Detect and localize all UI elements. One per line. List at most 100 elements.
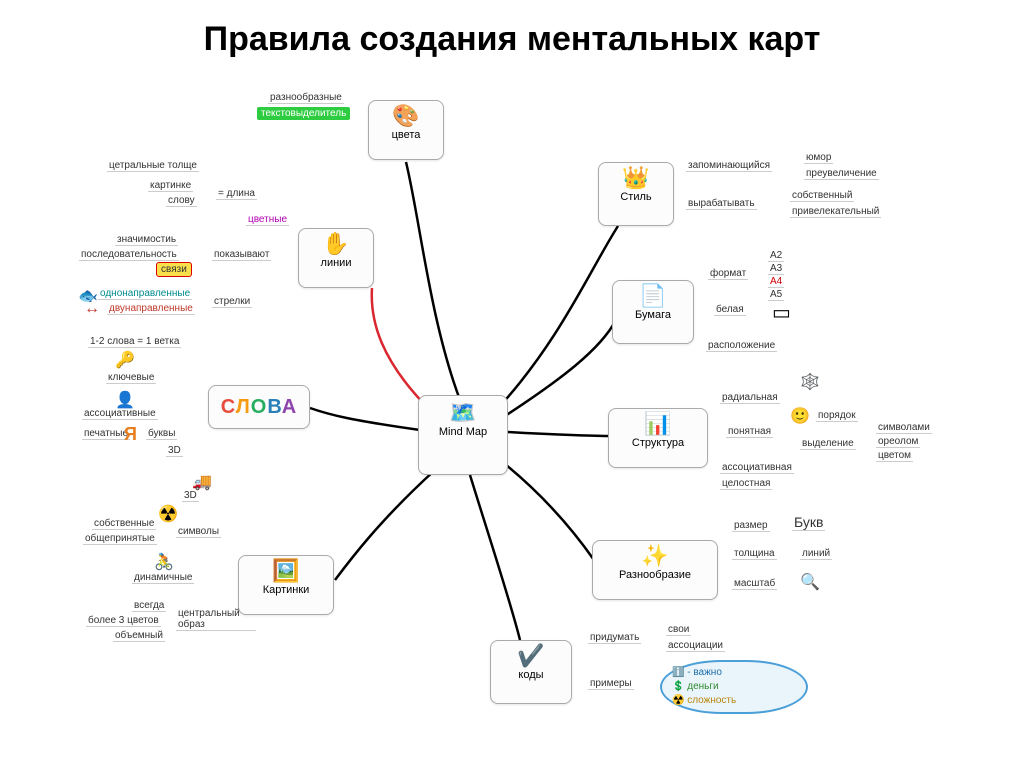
pictures-icon: 🖼️ [247,560,325,582]
leaf-left: общепринятые [83,533,157,545]
leaf-right: собственный [790,190,854,202]
leaf-right: расположение [706,340,777,352]
variety-label: Разнообразие [601,569,709,581]
deco-icon: Я [124,424,137,445]
paper-icon: 📄 [621,285,685,307]
leaf-left: двунаправленные [107,303,195,315]
leaf-right: ореолом [876,436,920,448]
cloud-item-icon: ℹ️ [672,667,684,678]
variety-icon: ✨ [601,545,709,567]
leaf-right: ассоциативная [720,462,794,474]
leaf-right: выделение [800,438,856,450]
connector-pictures [335,470,435,580]
leaf-right: белая [714,304,746,316]
deco-icon: 🔍 [800,572,820,592]
leaf-left: текстовыделитель [257,107,350,120]
leaf-left: связи [156,262,192,277]
leaf-left: всегда [132,600,166,612]
pictures-label: Картинки [247,584,325,596]
leaf-left: однонаправленные [98,288,192,300]
leaf-left: цетральные толще [107,160,199,172]
cloud-row: 💲 деньги [672,680,796,694]
leaf-right: толщина [732,548,777,560]
words-label: СЛОВА [221,396,297,419]
lines-label: линии [307,257,365,269]
leaf-left: показывают [212,249,271,261]
leaf-left: = длина [216,188,257,200]
page-title: Правила создания ментальных карт [0,20,1024,59]
leaf-right: A3 [768,263,784,275]
cloud-item-icon: 💲 [672,681,684,692]
branch-paper: 📄 Бумага [612,280,694,344]
branch-lines: ✋ линии [298,228,374,288]
leaf-left: символы [176,526,221,538]
leaf-right: преувеличение [804,168,879,180]
connector-colors [406,162,460,400]
leaf-right: цветом [876,450,913,462]
branch-structure: 📊 Структура [608,408,708,468]
deco-icon: 👤 [115,390,135,410]
structure-icon: 📊 [617,413,699,435]
deco-icon: 🕸️ [800,372,820,392]
cloud-row: ☢️ сложность [672,694,796,708]
cloud-row: ℹ️ - важно [672,666,796,680]
branch-words: СЛОВА [208,385,310,429]
leaf-left: 1-2 слова = 1 ветка [88,336,181,348]
leaf-right: привелекательный [790,206,881,218]
leaf-right: линий [800,548,832,560]
leaf-left: цветные [246,214,289,226]
leaf-right: радиальная [720,392,780,404]
deco-icon: 🙂 [790,406,810,426]
leaf-right: запоминающийся [686,160,772,172]
paper-label: Бумага [621,309,685,321]
connector-lines [372,288,430,410]
leaf-left: картинке [148,180,193,192]
leaf-left: последовательность [79,249,179,261]
leaf-right: A4 [768,276,784,288]
cloud-item-icon: ☢️ [672,695,684,706]
style-label: Стиль [607,191,665,203]
leaf-left: центральный образ [176,608,256,631]
branch-colors: 🎨цвета [368,100,444,160]
leaf-right: размер [732,520,770,532]
leaf-right: ассоциации [666,640,725,652]
leaf-left: разнообразные [268,92,344,104]
leaf-left: более 3 цветов [86,615,161,627]
branch-pictures: 🖼️ Картинки [238,555,334,615]
leaf-left: собственные [92,518,156,530]
structure-label: Структура [617,437,699,449]
branch-variety: ✨ Разнообразие [592,540,718,600]
deco-icon: ☢️ [158,504,178,524]
lines-icon: ✋ [307,233,365,255]
connector-codes [470,475,520,640]
colors-icon: 🎨 [377,105,435,127]
connector-structure [508,432,610,436]
connector-variety [500,460,594,560]
leaf-left: ключевые [106,372,156,384]
leaf-left: объемный [113,630,165,642]
leaf-right: порядок [816,410,858,422]
branch-style: 👑Стиль [598,162,674,226]
deco-icon: 🚴 [154,552,174,572]
leaf-right: Букв [792,514,825,531]
leaf-right: придумать [588,632,641,644]
leaf-right: формат [708,268,748,280]
leaf-right: свои [666,624,691,636]
leaf-right: вырабатывать [686,198,757,210]
deco-icon: 🚚 [192,472,212,492]
leaf-left: стрелки [212,296,252,308]
leaf-right: понятная [726,426,773,438]
center-node: 🗺️Mind Map [418,395,508,475]
leaf-right: масштаб [732,578,777,590]
leaf-right: юмор [804,152,833,164]
deco-icon: ↔ [84,300,100,318]
leaf-right: примеры [588,678,634,690]
cloud-item-text: деньги [687,681,718,692]
connector-words [310,408,420,430]
deco-icon: 🔑 [115,350,135,370]
connector-style [500,226,618,406]
leaf-right: символами [876,422,932,434]
leaf-left: 3D [166,445,183,457]
cloud-item-text: - важно [687,667,722,678]
leaf-left: печатные [82,428,130,440]
